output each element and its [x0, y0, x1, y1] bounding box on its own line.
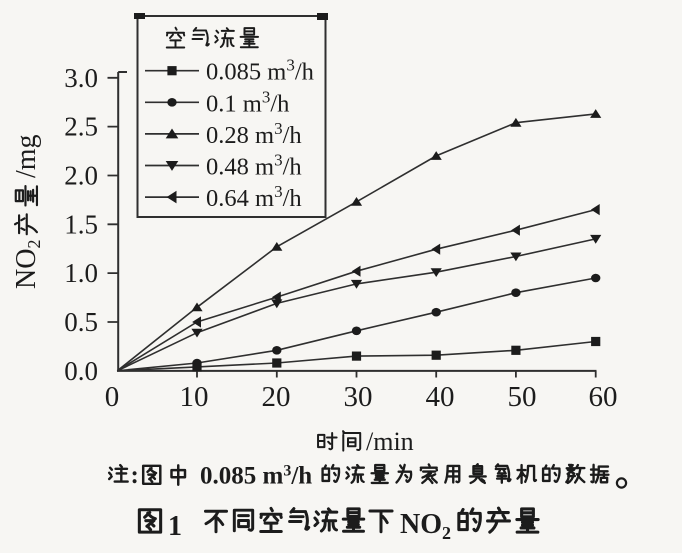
svg-text:/min: /min	[366, 427, 414, 456]
svg-text:0.085 m3/h: 0.085 m3/h	[206, 56, 314, 86]
svg-text:0: 0	[105, 381, 120, 413]
svg-text:0.085 m3/h: 0.085 m3/h	[200, 463, 312, 490]
svg-text:2.5: 2.5	[64, 112, 98, 142]
svg-text:20: 20	[262, 381, 291, 413]
svg-text:1: 1	[168, 511, 182, 542]
svg-text:0.28 m3/h: 0.28 m3/h	[206, 119, 302, 149]
svg-text:60: 60	[589, 381, 618, 413]
svg-text:10: 10	[180, 381, 209, 413]
svg-text:30: 30	[344, 381, 373, 413]
svg-text:1.5: 1.5	[64, 209, 98, 239]
svg-text:/mg: /mg	[11, 134, 42, 178]
svg-text:2.0: 2.0	[64, 161, 98, 191]
svg-text:3.0: 3.0	[64, 63, 98, 93]
svg-text::: :	[131, 462, 139, 489]
svg-text:0.5: 0.5	[64, 307, 98, 337]
svg-text:0.0: 0.0	[64, 356, 98, 386]
svg-text:40: 40	[426, 381, 455, 413]
svg-text:1.0: 1.0	[64, 258, 98, 288]
svg-text:0.48 m3/h: 0.48 m3/h	[206, 151, 302, 181]
svg-text:50: 50	[508, 381, 537, 413]
svg-text:0.1 m3/h: 0.1 m3/h	[206, 87, 289, 117]
svg-text:0.64 m3/h: 0.64 m3/h	[206, 182, 302, 212]
